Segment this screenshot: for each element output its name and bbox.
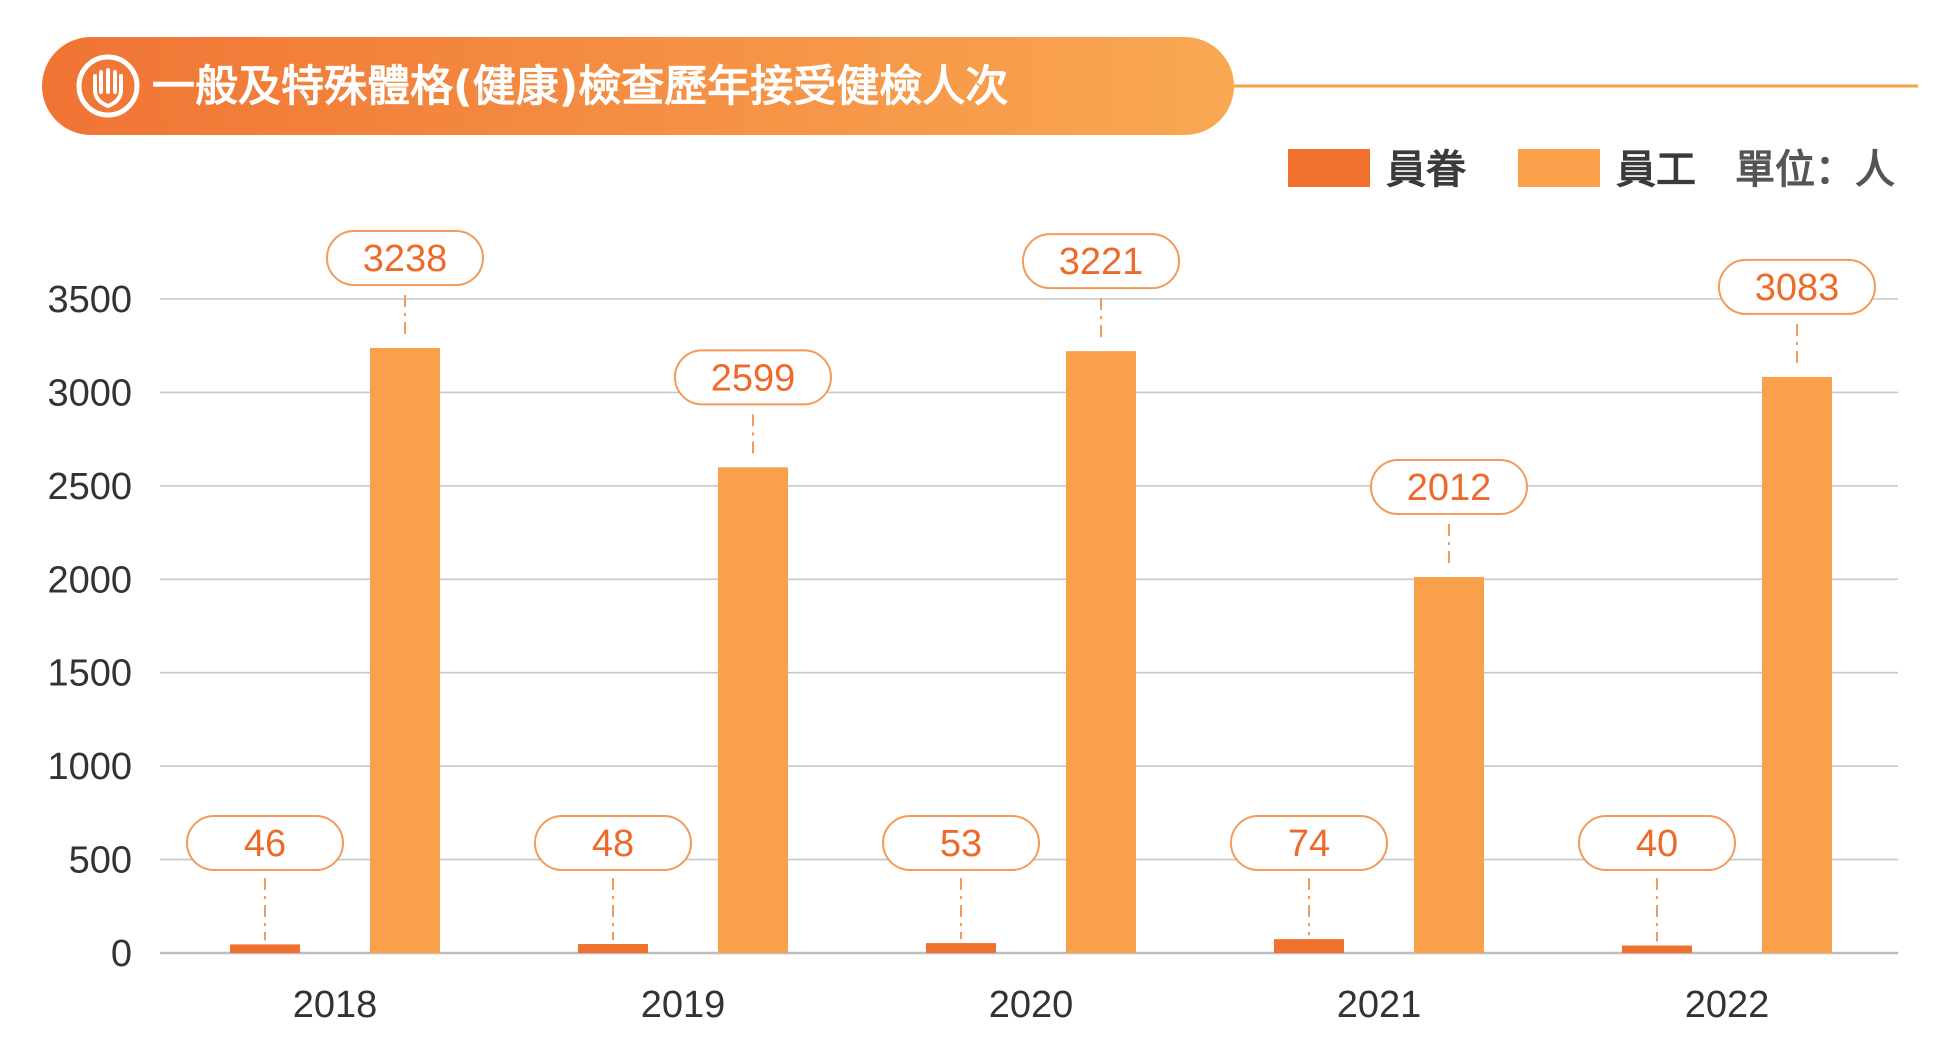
bar-employees-2019	[718, 467, 788, 953]
data-label-pill	[1718, 258, 1876, 315]
data-label-dependents-2019: 48	[592, 823, 634, 865]
data-label-pill	[326, 229, 484, 286]
bar-dependents-2021	[1274, 939, 1344, 953]
bars	[230, 347, 1832, 954]
data-label-pill	[882, 815, 1040, 871]
title-banner: 一般及特殊體格(健康)檢查歷年接受健檢人次	[42, 37, 1918, 135]
y-tick-label: 1000	[47, 746, 132, 788]
legend-swatch-employees	[1518, 149, 1600, 187]
data-label-pill	[1578, 815, 1736, 871]
data-label-dependents-2022: 40	[1636, 823, 1678, 865]
data-label-pill	[534, 815, 692, 871]
bar-employees-2021	[1414, 577, 1484, 953]
bar-dependents-2020	[926, 943, 996, 953]
bar-employees-2018	[370, 347, 440, 954]
y-tick-label: 1500	[47, 653, 132, 695]
bar-employees-2022	[1762, 376, 1832, 953]
x-category-label: 2022	[1685, 984, 1770, 1026]
bar-dependents-2022	[1622, 945, 1692, 953]
data-label-employees-2021: 2012	[1407, 467, 1492, 509]
x-category-label: 2018	[293, 984, 378, 1026]
data-label-pill	[1230, 815, 1388, 871]
legend-label-dependents: 員眷	[1386, 147, 1467, 193]
hand-shield-icon	[76, 54, 140, 118]
data-label-employees-2022: 3083	[1755, 267, 1840, 309]
bar-dependents-2018	[230, 944, 300, 953]
bar-dependents-2019	[578, 944, 648, 953]
bar-employees-2020	[1066, 351, 1136, 953]
gridlines	[160, 298, 1898, 955]
legend: 員眷 員工 單位：人	[1288, 147, 1895, 193]
data-label-employees-2018: 3238	[363, 238, 448, 280]
data-label-pill	[674, 349, 832, 406]
data-label-employees-2020: 3221	[1059, 241, 1144, 283]
x-category-label: 2021	[1337, 984, 1422, 1026]
data-label-pill	[1022, 233, 1180, 290]
legend-label-employees: 員工	[1616, 147, 1696, 193]
data-label-pill	[186, 815, 344, 871]
y-tick-label: 500	[69, 840, 132, 882]
data-label-dependents-2021: 74	[1288, 823, 1330, 865]
y-tick-label: 2000	[47, 559, 132, 601]
x-category-label: 2019	[641, 984, 726, 1026]
data-label-pill	[1370, 459, 1528, 516]
title-pill	[42, 37, 1234, 135]
data-label-dependents-2018: 46	[244, 823, 286, 865]
y-tick-label: 2500	[47, 466, 132, 508]
data-label-dependents-2020: 53	[940, 823, 982, 865]
y-axis-ticks: 0 500 1000 1500 2000 2500 3000 3500	[47, 279, 132, 975]
chart-title: 一般及特殊體格(健康)檢查歷年接受健檢人次	[152, 62, 1008, 112]
y-tick-label: 3000	[47, 372, 132, 414]
data-label-employees-2019: 2599	[711, 357, 796, 399]
y-tick-label: 3500	[47, 279, 132, 321]
x-category-label: 2020	[989, 984, 1074, 1026]
legend-swatch-dependents	[1288, 149, 1370, 187]
y-tick-label: 0	[111, 933, 132, 975]
unit-label: 單位：人	[1735, 147, 1895, 193]
x-axis-categories: 2018 2019 2020 2021 2022	[293, 984, 1770, 1026]
data-labels: 46 3238 48 2599 53 3221 74 2012 40 3083	[186, 229, 1876, 942]
